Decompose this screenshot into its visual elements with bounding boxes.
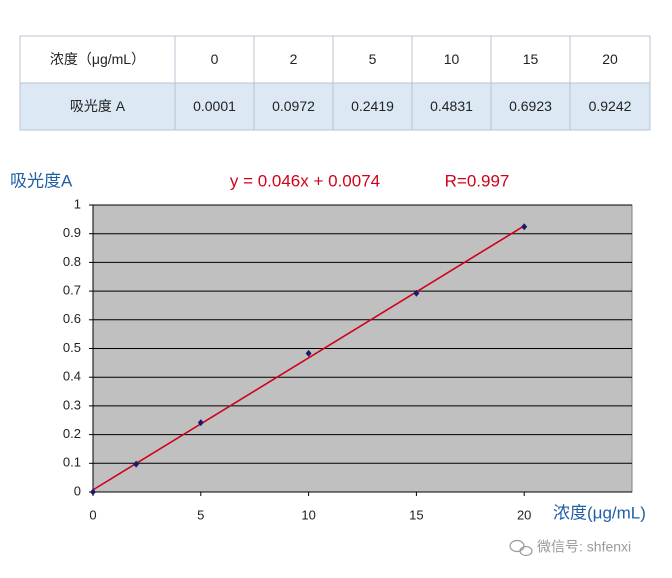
y-tick-label: 0: [74, 483, 81, 498]
point: [305, 349, 312, 357]
watermark: 微信号: shfenxi: [537, 539, 631, 555]
table-cell: 0.9242: [589, 98, 632, 114]
table-cell: 0: [211, 51, 219, 67]
y-tick-label: 0.6: [63, 311, 81, 326]
table-cell: 20: [602, 51, 618, 67]
point: [521, 223, 528, 231]
table-cell: 浓度（μg/mL）: [50, 51, 145, 67]
y-tick-label: 0.3: [63, 397, 81, 412]
x-tick-label: 5: [197, 507, 204, 522]
annotation: y = 0.046x + 0.0074: [230, 171, 380, 190]
y-tick-label: 0.4: [63, 369, 81, 384]
table-cell: 0.4831: [430, 98, 473, 114]
table-cell: 2: [290, 51, 298, 67]
x-axis-label: 浓度(μg/mL): [553, 503, 646, 522]
table-cell: 5: [369, 51, 377, 67]
table-cell: 0.2419: [351, 98, 394, 114]
table-cell: 吸光度 A: [70, 98, 126, 114]
x-tick-label: 10: [301, 507, 315, 522]
table-cell: 0.0001: [193, 98, 236, 114]
trendline: [92, 225, 525, 491]
point: [90, 488, 96, 496]
y-tick-label: 0.2: [63, 426, 81, 441]
y-tick-label: 1: [74, 196, 81, 211]
table-cell: 10: [444, 51, 460, 67]
table-cell: 0.0972: [272, 98, 315, 114]
y-tick-label: 0.5: [63, 340, 81, 355]
annotation: R=0.997: [445, 171, 510, 190]
y-axis-label: 吸光度A: [10, 171, 73, 190]
y-tick-label: 0.9: [63, 225, 81, 240]
table-cell: 15: [523, 51, 539, 67]
y-tick-label: 0.1: [63, 455, 81, 470]
point: [197, 419, 204, 427]
y-tick-label: 0.8: [63, 254, 81, 269]
watermark-icon: [509, 539, 533, 557]
point: [413, 289, 420, 297]
table-cell: 0.6923: [509, 98, 552, 114]
y-tick-label: 0.7: [63, 283, 81, 298]
point: [133, 460, 140, 468]
x-tick-label: 20: [517, 507, 531, 522]
table-row: [19, 35, 651, 84]
x-tick-label: 15: [409, 507, 423, 522]
table-row: [19, 82, 651, 131]
x-tick-label: 0: [89, 507, 96, 522]
